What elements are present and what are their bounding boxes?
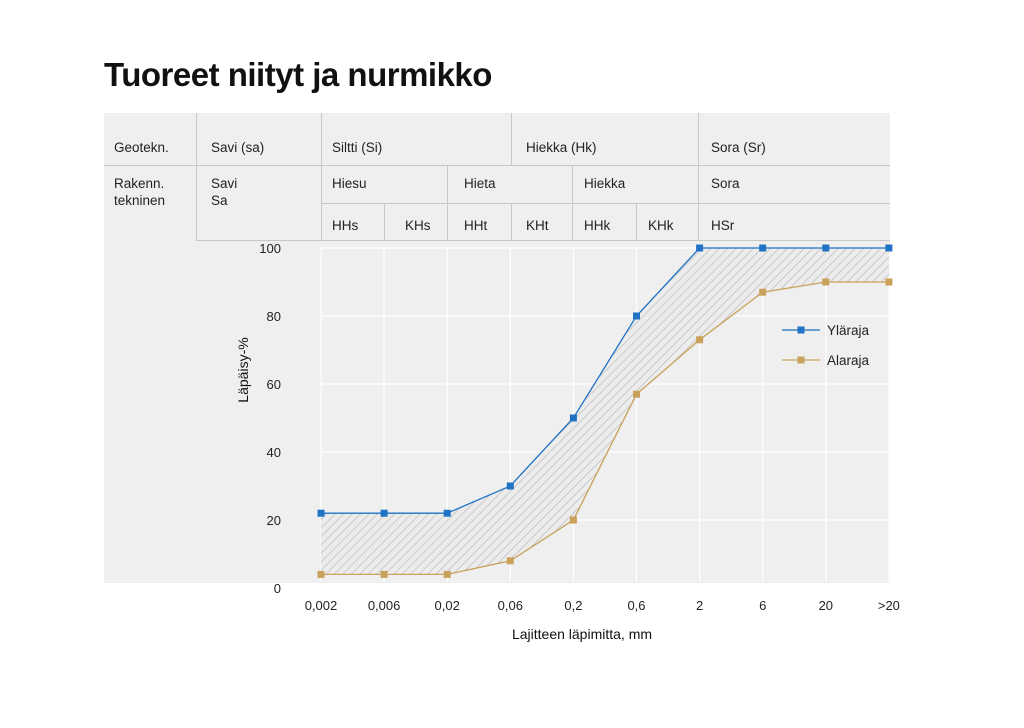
x-axis-label: Lajitteen läpimitta, mm — [512, 626, 652, 642]
rakenn-hiesu: Hiesu — [332, 176, 367, 191]
x-tick-label: 0,002 — [305, 598, 338, 613]
rakenn-savi-line2: Sa — [211, 193, 228, 208]
geotech-siltti: Siltti (Si) — [332, 140, 383, 155]
lower-limit-legend-marker — [797, 356, 805, 364]
rakenn-sora: Sora — [711, 176, 740, 191]
y-tick-label: 40 — [267, 445, 281, 460]
upper-limit-point — [633, 312, 640, 320]
class-khs: KHs — [405, 218, 431, 233]
lower-limit-point — [696, 336, 704, 344]
upper-limit-point — [759, 244, 767, 252]
table-divider — [636, 203, 637, 240]
upper-limit-point — [885, 244, 893, 252]
upper-limit-point — [696, 244, 704, 252]
upper-limit-point — [443, 509, 451, 517]
x-tick-label: 0,6 — [627, 598, 645, 613]
lower-limit-point — [506, 557, 514, 565]
lower-limit-point — [569, 516, 577, 524]
upper-limit-legend-label: Yläraja — [827, 323, 870, 338]
lower-limit-point — [822, 278, 830, 286]
limit-band — [321, 248, 889, 575]
upper-limit-line — [321, 247, 889, 514]
class-hht: HHt — [464, 218, 488, 233]
rakenn-label-line1: Rakenn. — [114, 176, 165, 191]
lower-limit-point — [443, 570, 451, 578]
upper-limit-point — [506, 482, 514, 490]
x-tick-label: >20 — [878, 598, 900, 613]
class-hsr: HSr — [711, 218, 735, 233]
table-divider — [104, 165, 890, 166]
lower-limit-point — [380, 570, 388, 578]
lower-limit-point — [885, 278, 893, 286]
table-divider — [447, 165, 448, 240]
x-tick-label: 0,2 — [564, 598, 582, 613]
y-tick-label: 80 — [267, 309, 281, 324]
rakenn-hieta: Hieta — [464, 176, 496, 191]
upper-limit-point — [822, 244, 830, 252]
table-divider — [196, 240, 890, 241]
upper-limit-point — [380, 509, 388, 517]
x-tick-label: 0,06 — [498, 598, 523, 613]
y-tick-label: 0 — [274, 581, 281, 596]
table-divider — [196, 113, 197, 240]
table-divider — [321, 203, 890, 204]
lower-limit-point — [317, 570, 325, 578]
geotech-savi: Savi (sa) — [211, 140, 265, 155]
class-kht: KHt — [526, 218, 549, 233]
rakenn-savi-line1: Savi — [211, 176, 238, 191]
class-khk: KHk — [648, 218, 674, 233]
y-axis-label: Läpäisy-% — [235, 337, 251, 402]
y-tick-label: 20 — [267, 513, 281, 528]
lower-limit-point — [759, 288, 767, 296]
class-hhs: HHs — [332, 218, 359, 233]
page-title: Tuoreet niityt ja nurmikko — [104, 56, 492, 93]
lower-limit-point — [633, 390, 640, 398]
table-divider — [321, 113, 322, 240]
geotech-label: Geotekn. — [114, 140, 169, 155]
table-divider — [572, 165, 573, 240]
x-tick-label: 20 — [819, 598, 833, 613]
geotech-sora: Sora (Sr) — [711, 140, 766, 155]
table-divider — [384, 203, 385, 240]
upper-limit-point — [317, 509, 325, 517]
y-tick-label: 100 — [259, 241, 281, 256]
x-tick-label: 6 — [759, 598, 766, 613]
x-tick-label: 2 — [696, 598, 703, 613]
lower-limit-line — [321, 281, 889, 576]
table-divider — [511, 203, 512, 240]
table-divider — [511, 113, 512, 165]
upper-limit-legend-marker — [797, 326, 805, 334]
x-tick-label: 0,006 — [368, 598, 401, 613]
geotech-hiekka: Hiekka (Hk) — [526, 140, 597, 155]
x-tick-label: 0,02 — [435, 598, 460, 613]
upper-limit-point — [569, 414, 577, 422]
class-hhk: HHk — [584, 218, 611, 233]
lower-limit-legend-label: Alaraja — [827, 353, 870, 368]
rakenn-label-line2: tekninen — [114, 193, 166, 208]
rakenn-hiekka: Hiekka — [584, 176, 626, 191]
chart-legend: Yläraja Alaraja — [782, 323, 870, 368]
y-tick-label: 60 — [267, 377, 281, 392]
table-divider — [698, 113, 699, 240]
